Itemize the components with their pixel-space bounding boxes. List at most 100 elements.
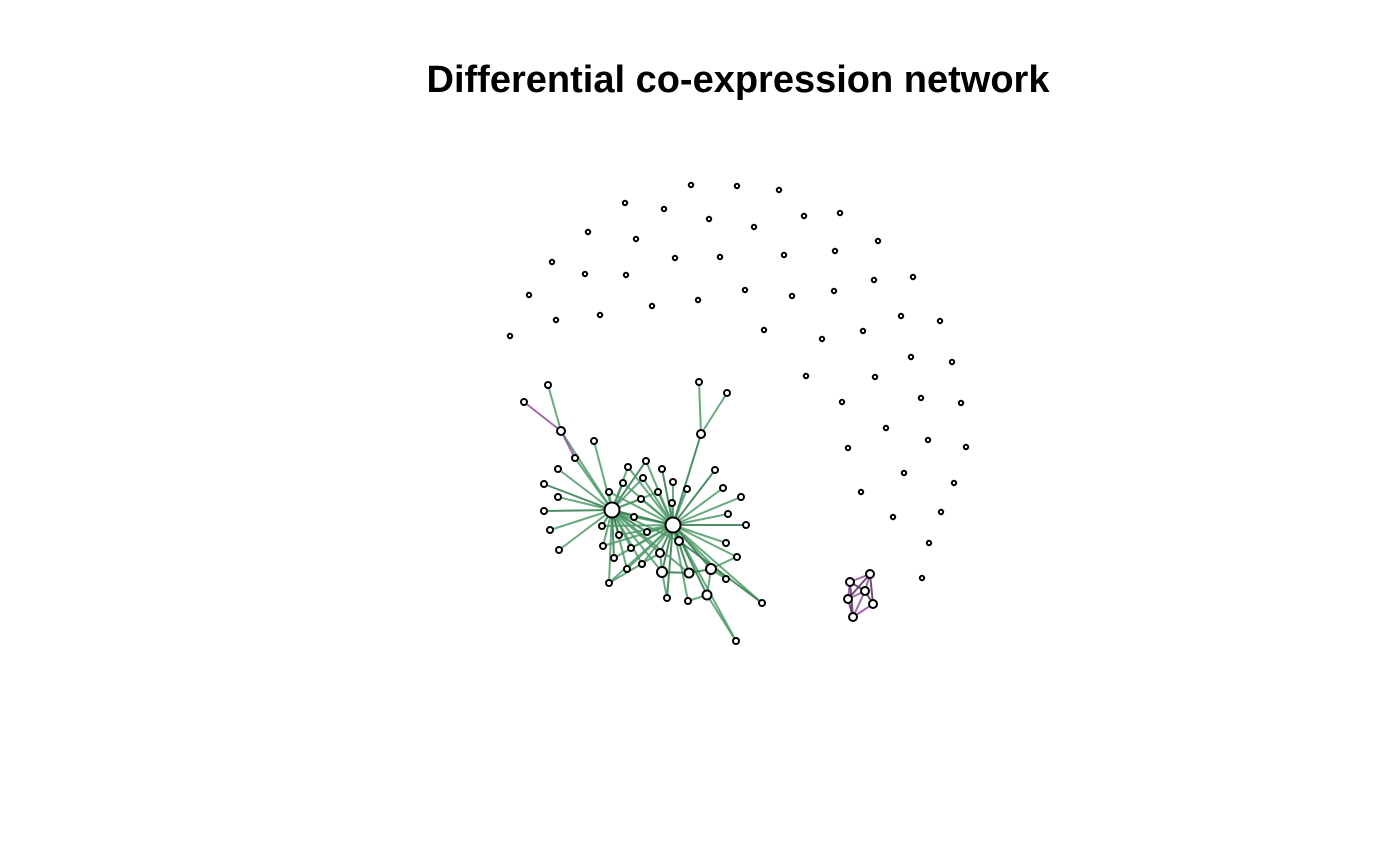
- network-node: [950, 479, 958, 487]
- network-node: [655, 548, 665, 558]
- network-edge: [611, 460, 647, 511]
- network-node: [909, 273, 917, 281]
- network-edge: [543, 483, 613, 511]
- network-node: [719, 484, 727, 492]
- network-node: [630, 513, 638, 521]
- network-node: [544, 381, 552, 389]
- network-node: [669, 478, 677, 486]
- network-node: [619, 479, 627, 487]
- network-node: [671, 254, 679, 262]
- network-edge: [626, 524, 674, 570]
- network-node: [622, 271, 630, 279]
- network-node: [637, 495, 645, 503]
- network-node: [705, 215, 713, 223]
- network-node: [722, 575, 730, 583]
- network-node: [654, 488, 662, 496]
- network-node: [831, 247, 839, 255]
- network-node: [859, 327, 867, 335]
- network-edge: [557, 496, 613, 511]
- network-edge: [608, 509, 613, 584]
- network-node: [615, 531, 623, 539]
- network-node: [540, 507, 548, 515]
- network-node: [775, 186, 783, 194]
- network-edge: [560, 430, 613, 511]
- network-node: [668, 499, 676, 507]
- network-edge: [678, 540, 763, 604]
- edge-layer: [523, 381, 874, 642]
- network-node: [936, 317, 944, 325]
- network-node: [555, 546, 563, 554]
- network-node: [624, 463, 632, 471]
- network-node: [857, 488, 865, 496]
- network-node: [546, 526, 554, 534]
- network-edge: [593, 440, 613, 511]
- network-node: [737, 493, 745, 501]
- network-node: [918, 574, 926, 582]
- network-node: [590, 437, 598, 445]
- network-node: [598, 522, 606, 530]
- network-edge: [672, 524, 763, 604]
- network-node: [603, 501, 621, 519]
- network-edge: [608, 552, 661, 584]
- network-node: [584, 228, 592, 236]
- network-node: [733, 182, 741, 190]
- network-node: [520, 398, 528, 406]
- network-edge: [847, 573, 871, 600]
- network-edge: [700, 392, 728, 435]
- network-edge: [698, 381, 702, 435]
- network-edge: [672, 469, 716, 526]
- network-node: [552, 316, 560, 324]
- network-node: [962, 443, 970, 451]
- network-node: [554, 493, 562, 501]
- network-node: [843, 594, 853, 604]
- network-node: [741, 286, 749, 294]
- network-node: [917, 394, 925, 402]
- network-edge: [611, 509, 663, 573]
- network-node: [525, 291, 533, 299]
- network-node: [937, 508, 945, 516]
- network-node: [695, 378, 703, 386]
- network-node: [674, 536, 684, 546]
- network-node: [889, 513, 897, 521]
- network-node: [724, 510, 732, 518]
- network-node: [627, 544, 635, 552]
- network-edge: [608, 491, 674, 526]
- network-edge: [543, 509, 613, 512]
- network-edge: [661, 468, 674, 526]
- network-node: [723, 389, 731, 397]
- network-edge: [549, 509, 613, 531]
- network-node: [897, 312, 905, 320]
- network-edge: [672, 524, 712, 570]
- network-edge: [611, 509, 690, 574]
- network-node: [830, 287, 838, 295]
- network-node: [925, 539, 933, 547]
- network-node: [683, 485, 691, 493]
- network-edge: [547, 384, 562, 432]
- network-node: [882, 424, 890, 432]
- network-node: [605, 579, 613, 587]
- network-edge: [523, 401, 562, 432]
- network-node: [642, 457, 650, 465]
- network-edge: [611, 509, 680, 542]
- plot-title: Differential co-expression network: [426, 59, 1050, 101]
- network-node: [758, 599, 766, 607]
- network-edge: [627, 466, 674, 526]
- network-node: [639, 474, 647, 482]
- network-node: [760, 326, 768, 334]
- network-node: [836, 209, 844, 217]
- network-node: [656, 566, 668, 578]
- network-node: [742, 521, 750, 529]
- network-node: [957, 399, 965, 407]
- network-node: [599, 542, 607, 550]
- network-node: [716, 253, 724, 261]
- network-node: [648, 302, 656, 310]
- network-edge: [642, 477, 674, 526]
- network-node: [663, 594, 671, 602]
- network-node: [638, 560, 646, 568]
- network-node: [711, 466, 719, 474]
- network-node: [800, 212, 808, 220]
- network-node: [871, 373, 879, 381]
- network-node: [506, 332, 514, 340]
- network-node: [687, 181, 695, 189]
- network-node: [705, 563, 717, 575]
